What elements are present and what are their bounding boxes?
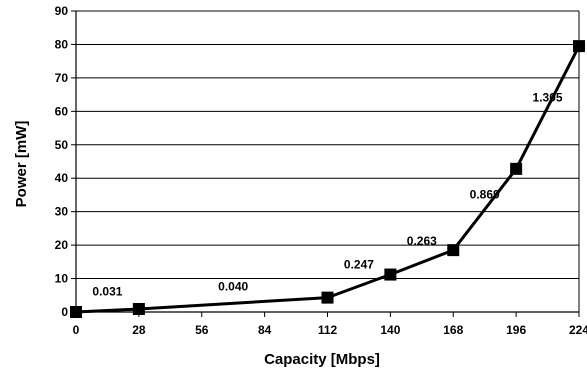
- data-point: [573, 40, 585, 53]
- data-point: [384, 268, 397, 281]
- x-tick-label: 56: [195, 323, 209, 337]
- axes: [71, 10, 580, 317]
- y-tick-label: 80: [55, 37, 69, 51]
- x-axis-title: Capacity [Mbps]: [264, 351, 380, 368]
- x-tick-label: 112: [318, 323, 338, 337]
- y-tick-label: 90: [55, 4, 69, 18]
- segment-label: 0.031: [92, 284, 122, 298]
- x-tick-label: 84: [258, 323, 272, 337]
- x-tick-label: 196: [506, 323, 526, 337]
- segment-label: 0.247: [344, 258, 374, 272]
- y-tick-label: 40: [55, 171, 69, 185]
- segment-label: 0.869: [470, 187, 500, 201]
- y-tick-label: 20: [55, 238, 69, 252]
- y-tick-label: 10: [55, 272, 69, 286]
- data-point: [132, 302, 145, 315]
- x-tick-label: 0: [73, 323, 80, 337]
- y-tick-label: 0: [61, 305, 68, 319]
- y-tick-label: 30: [55, 205, 69, 219]
- y-tick-label: 70: [55, 71, 69, 85]
- data-point: [321, 291, 334, 304]
- y-axis-title: Power [mW]: [13, 121, 30, 208]
- y-tick-label: 50: [55, 138, 69, 152]
- x-tick-labels: 0 28 56 84 112 140 168 196 224: [73, 323, 587, 337]
- x-tick-label: 28: [132, 323, 146, 337]
- x-tick-label: 168: [443, 323, 463, 337]
- data-point: [510, 162, 523, 175]
- data-point: [447, 244, 460, 257]
- y-tick-labels: 0 10 20 30 40 50 60 70 80 90: [55, 4, 69, 319]
- y-tick-label: 60: [55, 104, 69, 118]
- segment-label: 0.263: [407, 234, 437, 248]
- segment-label: 1.305: [533, 90, 563, 104]
- data-point: [70, 306, 82, 318]
- series: [70, 40, 585, 318]
- grid-lines: [76, 10, 579, 280]
- segment-label: 0.040: [218, 279, 248, 293]
- x-tick-label: 140: [380, 323, 400, 337]
- x-tick-label: 224: [569, 323, 587, 337]
- annotations: 0.031 0.040 0.247 0.263 0.869 1.305: [92, 90, 562, 298]
- series-line: [75, 45, 581, 314]
